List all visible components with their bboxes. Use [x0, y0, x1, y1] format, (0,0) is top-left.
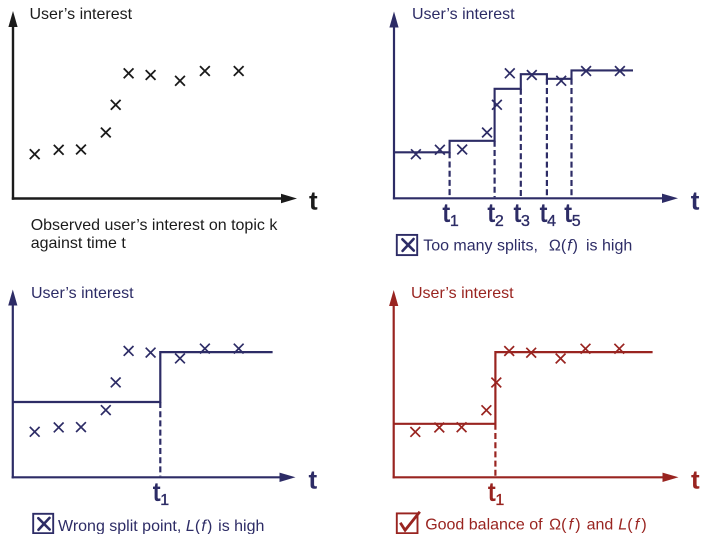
svg-text:t4: t4	[540, 198, 556, 231]
svg-text:User’s interest: User’s interest	[412, 6, 515, 23]
svg-text:User’s interest: User’s interest	[411, 285, 514, 302]
svg-text:t1: t1	[153, 477, 169, 510]
svg-text:User’s interest: User’s interest	[30, 6, 133, 23]
svg-text:User’s interest: User’s interest	[31, 285, 134, 302]
svg-text:Too many splits,Ω(f)is high: Too many splits, Ω(f) is high	[423, 238, 632, 255]
svg-text:Wrong split point,L(f)is high: Wrong split point, L(f) is high	[58, 518, 264, 534]
svg-text:t: t	[691, 186, 700, 216]
svg-text:against time t: against time t	[31, 235, 127, 252]
svg-text:t: t	[309, 465, 318, 495]
svg-text:t: t	[309, 186, 318, 216]
svg-text:Observed user’s interest on to: Observed user’s interest on topic k	[31, 217, 279, 234]
svg-text:t: t	[691, 465, 700, 495]
